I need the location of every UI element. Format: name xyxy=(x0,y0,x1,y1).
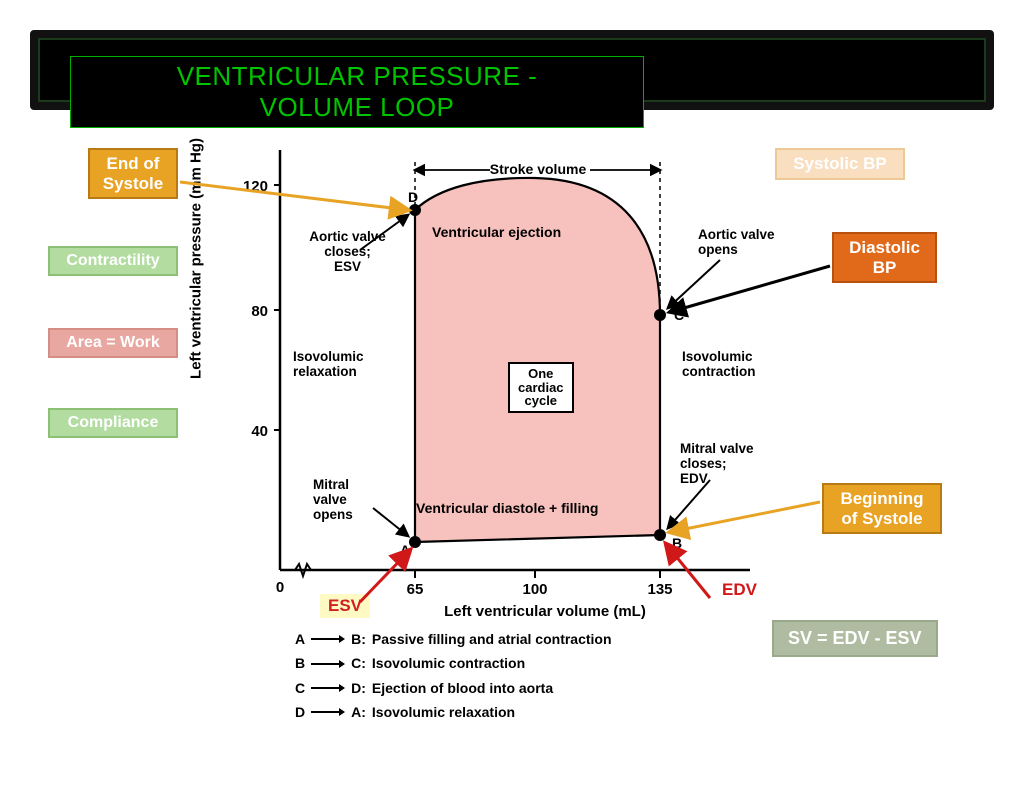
svg-text:40: 40 xyxy=(251,423,268,440)
svg-text:D: D xyxy=(408,189,418,205)
legend-row: DA:Isovolumic relaxation xyxy=(295,701,612,723)
ann-iso-contract: Isovolumic contraction xyxy=(682,350,782,380)
legend-row: BC:Isovolumic contraction xyxy=(295,652,612,674)
label-end-of-systole: End of Systole xyxy=(88,148,178,199)
ann-one-cycle: One cardiac cycle xyxy=(508,362,574,413)
label-diastolic-bp: Diastolic BP xyxy=(832,232,937,283)
svg-text:B: B xyxy=(672,535,682,551)
slide-title: VENTRICULAR PRESSURE - VOLUME LOOP xyxy=(70,56,644,128)
ann-aortic-closes: Aortic valve closes; ESV xyxy=(300,230,395,275)
ann-iso-relax: Isovolumic relaxation xyxy=(293,350,393,380)
label-compliance: Compliance xyxy=(48,408,178,438)
label-beginning-of-systole: Beginning of Systole xyxy=(822,483,942,534)
legend: AB:Passive filling and atrial contractio… xyxy=(295,628,612,726)
svg-text:135: 135 xyxy=(647,581,672,598)
ann-aortic-opens: Aortic valve opens xyxy=(698,228,793,258)
ann-mitral-closes: Mitral valve closes; EDV xyxy=(680,442,780,487)
label-contractility: Contractility xyxy=(48,246,178,276)
ann-ventricular-diastole: Ventricular diastole + filling xyxy=(416,500,598,516)
ann-ventricular-ejection: Ventricular ejection xyxy=(432,224,561,240)
slide: VENTRICULAR PRESSURE - VOLUME LOOP Contr… xyxy=(0,0,1024,791)
ann-mitral-opens: Mitral valve opens xyxy=(313,478,368,523)
svg-text:80: 80 xyxy=(251,303,268,320)
label-area-work: Area = Work xyxy=(48,328,178,358)
chart: 40 80 120 0 65 100 135 Left ventricular … xyxy=(190,130,810,690)
svg-text:100: 100 xyxy=(522,581,547,598)
x-axis-label: Left ventricular volume (mL) xyxy=(444,603,646,620)
legend-row: AB:Passive filling and atrial contractio… xyxy=(295,628,612,650)
svg-text:65: 65 xyxy=(407,581,424,598)
legend-row: CD:Ejection of blood into aorta xyxy=(295,677,612,699)
svg-text:0: 0 xyxy=(276,579,284,596)
svg-text:Stroke volume: Stroke volume xyxy=(490,161,587,177)
